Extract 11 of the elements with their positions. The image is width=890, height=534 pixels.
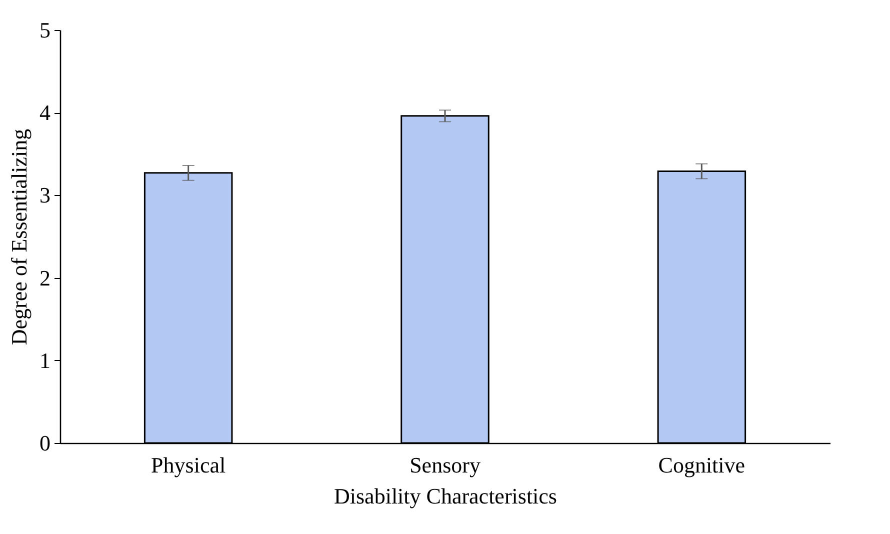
x-axis-title: Disability Characteristics bbox=[334, 484, 557, 508]
y-tick-label: 1 bbox=[40, 348, 50, 373]
x-tick-label: Physical bbox=[151, 452, 226, 478]
y-axis-title: Degree of Essentializing bbox=[6, 128, 32, 346]
y-tick-label: 4 bbox=[40, 100, 50, 126]
y-tick-label: 2 bbox=[40, 265, 50, 290]
y-tick-label: 5 bbox=[40, 18, 50, 42]
x-tick-label: Sensory bbox=[410, 452, 480, 478]
y-tick-label: 3 bbox=[40, 182, 50, 208]
x-tick-label: Cognitive bbox=[658, 452, 746, 478]
y-tick-label: 0 bbox=[40, 430, 50, 456]
